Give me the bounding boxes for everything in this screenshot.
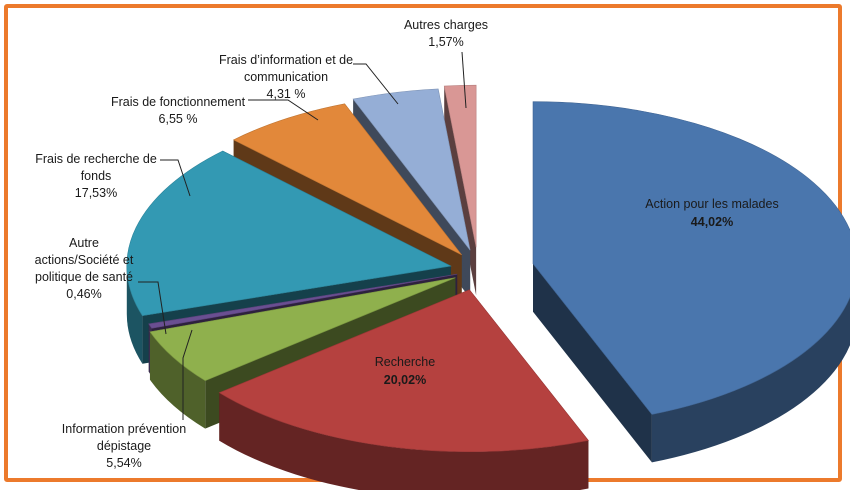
label-information-line1: Frais d’information et de <box>219 53 353 67</box>
label-autre-actions-line2: actions/Société et <box>35 253 134 267</box>
label-info-prevention-value: 5,54% <box>106 456 141 470</box>
slice-recherche <box>218 289 589 453</box>
label-autres-charges-name: Autres charges <box>404 18 488 32</box>
slice-autre-actions <box>148 273 458 329</box>
label-recherche-fonds-line2: fonds <box>81 169 112 183</box>
slice-autres-charges <box>443 84 477 248</box>
pie-top-layer <box>126 84 850 453</box>
label-info-prevention-line1: Information prévention <box>62 422 186 436</box>
label-autre-actions-line1: Autre <box>69 236 99 250</box>
slice-labels: Action pour les malades 44,02% Recherche… <box>35 18 779 470</box>
leader-line-info-prevention <box>182 329 193 420</box>
slice-recherche-fonds <box>126 150 452 317</box>
slice-info-prevention <box>149 277 456 381</box>
leader-line-autres-charges <box>461 51 467 109</box>
slice-fonctionnement <box>232 103 462 256</box>
slice-recherche-rim <box>219 392 589 490</box>
label-autre-actions-line3: politique de santé <box>35 270 133 284</box>
leader-line-information <box>353 63 399 105</box>
leader-line-fonctionnement <box>248 99 319 121</box>
slice-action-side-wall-2 <box>533 263 652 463</box>
label-information-value: 4,31 % <box>267 87 306 101</box>
leader-line-recherche-fonds <box>160 159 191 197</box>
label-fonctionnement-name: Frais de fonctionnement <box>111 95 246 109</box>
label-recherche-fonds-line1: Frais de recherche de <box>35 152 157 166</box>
label-info-prevention-line2: dépistage <box>97 439 151 453</box>
slice-action <box>532 101 850 415</box>
leader-lines <box>138 51 467 420</box>
label-autres-charges-value: 1,57% <box>428 35 463 49</box>
label-action-value: 44,02% <box>691 215 733 229</box>
label-fonctionnement-value: 6,55 % <box>159 112 198 126</box>
label-action-name: Action pour les malades <box>645 197 778 211</box>
label-recherche-fonds-value: 17,53% <box>75 186 117 200</box>
slice-action-rim <box>651 297 850 463</box>
slice-info-prevention-rim <box>149 331 206 429</box>
slice-recherche-fonds-rim <box>126 266 143 364</box>
slice-information <box>352 88 471 251</box>
label-information-line2: communication <box>244 70 328 84</box>
label-recherche-value: 20,02% <box>384 373 426 387</box>
leader-line-autre-actions <box>138 281 167 335</box>
label-recherche-name: Recherche <box>375 355 435 369</box>
label-autre-actions-value: 0,46% <box>66 287 101 301</box>
